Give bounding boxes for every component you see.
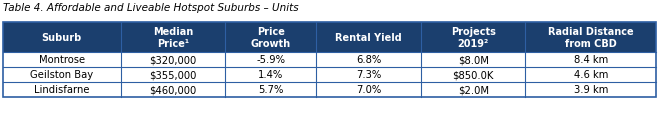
Text: 5.7%: 5.7%: [258, 85, 283, 95]
Text: Suburb: Suburb: [42, 33, 82, 43]
Bar: [3, 23, 121, 53]
Bar: [316, 23, 421, 53]
Text: -5.9%: -5.9%: [256, 55, 285, 65]
Text: 7.3%: 7.3%: [356, 70, 382, 80]
Bar: [421, 67, 525, 82]
Text: 6.8%: 6.8%: [356, 55, 382, 65]
Bar: [225, 23, 316, 53]
Bar: [121, 23, 225, 53]
Bar: [225, 67, 316, 82]
Text: Montrose: Montrose: [39, 55, 85, 65]
Bar: [316, 67, 421, 82]
Bar: [3, 23, 656, 97]
Bar: [3, 82, 121, 97]
Text: Rental Yield: Rental Yield: [335, 33, 402, 43]
Text: Price
Growth: Price Growth: [250, 27, 291, 48]
Text: 3.9 km: 3.9 km: [573, 85, 608, 95]
Text: Geilston Bay: Geilston Bay: [30, 70, 94, 80]
Bar: [121, 67, 225, 82]
Text: Table 4. Affordable and Liveable Hotspot Suburbs – Units: Table 4. Affordable and Liveable Hotspot…: [3, 3, 299, 13]
Bar: [421, 53, 525, 67]
Text: $2.0M: $2.0M: [457, 85, 489, 95]
Bar: [3, 53, 121, 67]
Bar: [121, 53, 225, 67]
Text: Radial Distance
from CBD: Radial Distance from CBD: [548, 27, 633, 48]
Bar: [225, 82, 316, 97]
Bar: [3, 67, 121, 82]
Bar: [525, 67, 656, 82]
Text: $320,000: $320,000: [149, 55, 196, 65]
Bar: [525, 82, 656, 97]
Bar: [316, 82, 421, 97]
Text: 1.4%: 1.4%: [258, 70, 283, 80]
Text: 7.0%: 7.0%: [356, 85, 382, 95]
Text: $460,000: $460,000: [149, 85, 196, 95]
Text: 8.4 km: 8.4 km: [573, 55, 608, 65]
Bar: [525, 23, 656, 53]
Text: Projects
2019²: Projects 2019²: [451, 27, 496, 48]
Bar: [525, 53, 656, 67]
Text: Median
Price¹: Median Price¹: [153, 27, 193, 48]
Text: $355,000: $355,000: [149, 70, 196, 80]
Bar: [225, 53, 316, 67]
Bar: [421, 82, 525, 97]
Bar: [421, 23, 525, 53]
Bar: [316, 53, 421, 67]
Text: $8.0M: $8.0M: [458, 55, 488, 65]
Text: $850.0K: $850.0K: [453, 70, 494, 80]
Text: Lindisfarne: Lindisfarne: [34, 85, 90, 95]
Text: 4.6 km: 4.6 km: [573, 70, 608, 80]
Bar: [121, 82, 225, 97]
